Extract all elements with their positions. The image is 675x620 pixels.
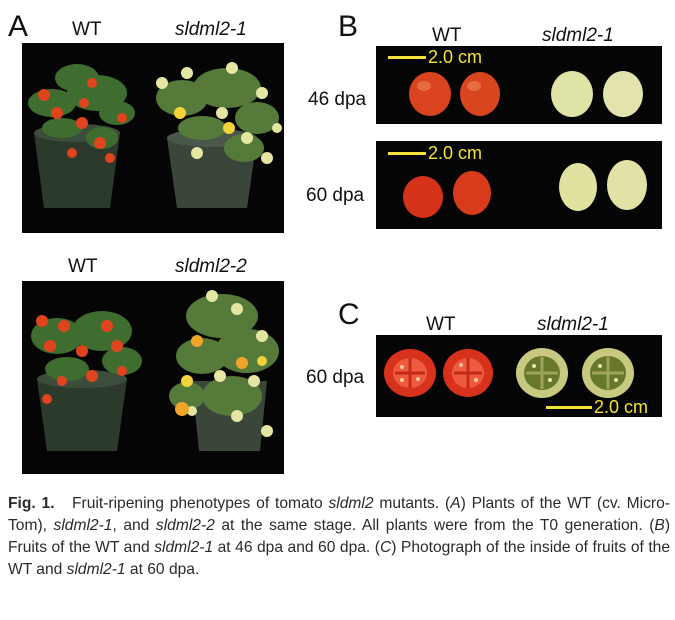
fruits-60dpa-image [403,160,647,218]
caption-text: ) Photograph of the inside of fruits of … [8,539,671,578]
panel-b-row2-photo: 2.0 cm [376,141,662,229]
caption-text: ) Plants of the WT (cv. Micro-Tom), [8,495,670,534]
scale-bar [388,152,426,155]
panel-a-top-photo [22,43,284,233]
panel-c-wt-label: WT [426,314,456,335]
panel-b-row1-stage: 46 dpa [308,89,367,110]
panel-a-top-mutant-label: sldml2-1 [175,19,247,40]
panel-b-letter: B [338,10,359,43]
panel-c-mutant-label: sldml2-1 [537,314,609,335]
caption-text: ) Fruits of the WT and [8,517,671,556]
panel-b-wt-label: WT [432,25,462,46]
scale-label: 2.0 cm [428,47,483,67]
fruit-cross-sections-image [384,348,634,398]
caption-italic: sldml2-1 [154,539,214,556]
caption-text: , and [112,517,156,534]
caption-italic: sldml2-2 [155,517,215,534]
caption-italic: sldml2 [328,495,374,512]
figure-number: Fig. 1. [8,495,55,512]
plants-photo-image [28,62,282,208]
caption-text: Fruit-ripening phenotypes of tomato [72,495,329,512]
figure-caption: Fig. 1. Fruit-ripening phenotypes of tom… [8,493,670,581]
caption-italic: A [450,495,461,512]
scale-bar [388,56,426,59]
panel-a-top-wt-label: WT [72,19,102,40]
caption-text: at the same stage. All plants were from … [214,517,655,534]
panel-b-row2-stage: 60 dpa [306,185,365,206]
panel-c-letter: C [338,298,360,331]
scale-bar [546,406,592,409]
panel-b-mutant-label: sldml2-1 [542,25,614,46]
scale-label: 2.0 cm [594,397,649,417]
panel-c-stage: 60 dpa [306,367,365,388]
scale-label: 2.0 cm [428,143,483,163]
panel-c-photo: 2.0 cm [376,335,662,417]
plants-photo-image-2 [31,290,279,451]
panel-a-bottom-photo [22,281,284,474]
caption-text: at 46 dpa and 60 dpa. ( [213,539,380,556]
caption-italic: C [379,539,392,556]
caption-text: mutants. ( [373,495,451,512]
caption-italic: B [654,517,665,534]
panel-a-bottom-wt-label: WT [68,256,98,277]
panel-a-letter: A [8,10,29,43]
panel-b-row1-photo: 2.0 cm [376,46,662,124]
panel-a-bottom-mutant-label: sldml2-2 [175,256,247,277]
caption-italic: sldml2-1 [53,517,113,534]
caption-text: at 60 dpa. [125,561,200,578]
fruits-46dpa-image [409,71,643,117]
caption-italic: sldml2-1 [66,561,126,578]
